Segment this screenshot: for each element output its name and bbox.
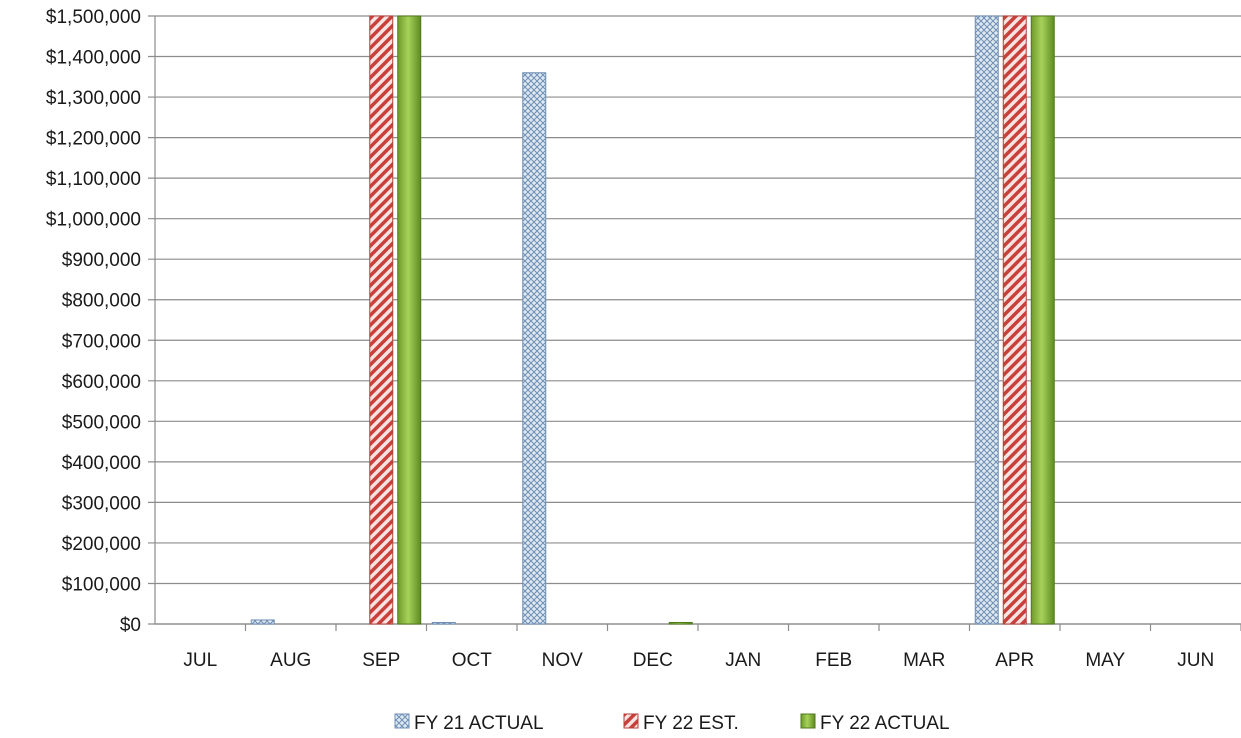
legend-swatch	[623, 713, 639, 729]
bar-fy-22-actual-dec	[668, 622, 693, 625]
bar-fy-22-est-apr	[1002, 15, 1027, 625]
x-tick-label: JUL	[183, 650, 217, 671]
y-tick-label: $300,000	[62, 493, 141, 514]
y-tick-label: $1,300,000	[46, 88, 141, 109]
y-tick-label: $1,100,000	[46, 169, 141, 190]
y-tick-label: $0	[120, 615, 141, 636]
x-tick-label: APR	[995, 650, 1034, 671]
x-tick-label: OCT	[452, 650, 493, 671]
y-tick-label: $800,000	[62, 291, 141, 312]
y-tick-label: $100,000	[62, 574, 141, 595]
legend-item: FY 21 ACTUAL	[394, 713, 544, 734]
legend-label: FY 22 EST.	[643, 713, 739, 734]
bar-fy-21-actual-nov	[522, 72, 547, 625]
legend-label: FY 21 ACTUAL	[414, 713, 544, 734]
y-tick-label: $900,000	[62, 250, 141, 271]
gridlines	[148, 15, 1241, 625]
y-tick-label: $1,500,000	[46, 7, 141, 28]
x-tick-label: DEC	[633, 650, 673, 671]
legend-item: FY 22 EST.	[623, 713, 739, 734]
x-tick-label: JUN	[1177, 650, 1214, 671]
axes	[154, 16, 1241, 631]
y-tick-label: $700,000	[62, 331, 141, 352]
legend-swatch	[800, 713, 816, 729]
x-tick-label: MAY	[1085, 650, 1125, 671]
y-tick-label: $500,000	[62, 412, 141, 433]
x-tick-label: MAR	[903, 650, 945, 671]
x-tick-labels: JUL AUG SEP OCT NOV DEC JAN FEB MAR APR MAY JUN	[183, 650, 1214, 671]
legend-item: FY 22 ACTUAL	[800, 713, 950, 734]
legend-label: FY 22 ACTUAL	[820, 713, 950, 734]
x-tick-label: SEP	[362, 650, 400, 671]
y-tick-label: $200,000	[62, 534, 141, 555]
x-tick-label: NOV	[542, 650, 584, 671]
y-tick-label: $1,000,000	[46, 210, 141, 231]
bars	[250, 15, 1055, 625]
legend: FY 21 ACTUAL FY 22 EST. FY 22 ACTUAL	[394, 713, 950, 734]
bar-fy-22-est-sep	[369, 15, 394, 625]
x-tick-label: AUG	[270, 650, 311, 671]
bar-fy-22-actual-sep	[397, 15, 422, 625]
y-tick-label: $600,000	[62, 372, 141, 393]
y-tick-label: $1,400,000	[46, 48, 141, 69]
y-tick-label: $400,000	[62, 453, 141, 474]
x-tick-label: JAN	[725, 650, 761, 671]
bar-fy-21-actual-apr	[974, 15, 999, 625]
bar-fy-22-actual-apr	[1030, 15, 1055, 625]
y-tick-label: $1,200,000	[46, 129, 141, 150]
bar-fy-21-actual-aug	[250, 619, 275, 625]
y-tick-labels: $0 $100,000 $200,000 $300,000 $400,000 $500,0…	[46, 7, 141, 636]
x-tick-label: FEB	[815, 650, 852, 671]
bar-fy-21-actual-oct	[431, 622, 456, 625]
legend-swatch	[394, 713, 410, 729]
